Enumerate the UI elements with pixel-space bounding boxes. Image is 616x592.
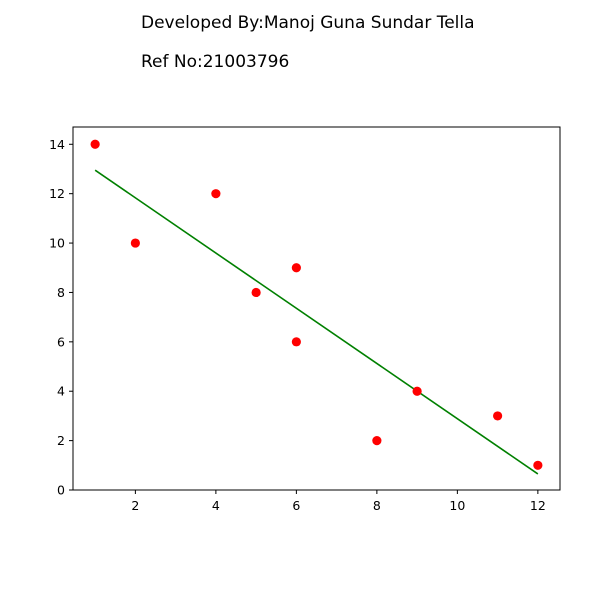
- x-tick-label: 12: [530, 498, 546, 513]
- y-tick-label: 14: [49, 137, 65, 152]
- x-tick-label: 8: [373, 498, 381, 513]
- developer-credit-text: Developed By:Manoj Guna Sundar Tella: [141, 13, 475, 33]
- y-tick-label: 2: [57, 433, 65, 448]
- y-tick-label: 0: [57, 483, 65, 498]
- x-tick-label: 2: [131, 498, 139, 513]
- scatter-point: [251, 287, 261, 298]
- x-tick-label: 6: [292, 498, 300, 513]
- scatter-point: [130, 238, 140, 248]
- x-tick-label: 10: [449, 498, 465, 513]
- scatter-point: [211, 189, 221, 199]
- y-tick-label: 12: [49, 186, 65, 201]
- scatter-point: [493, 411, 503, 421]
- y-tick-label: 8: [57, 285, 65, 300]
- scatter-point: [533, 460, 543, 470]
- scatter-point: [291, 263, 301, 273]
- scatter-point: [412, 386, 422, 396]
- scatter-point: [90, 139, 100, 149]
- scatter-point: [372, 436, 382, 446]
- reference-number-text: Ref No:21003796: [141, 52, 290, 72]
- y-tick-label: 6: [57, 334, 65, 349]
- x-tick-label: 4: [212, 498, 220, 513]
- regression-line: [94, 169, 539, 475]
- plot-frame: [72, 126, 561, 491]
- y-tick-label: 4: [57, 384, 65, 399]
- scatter-point: [291, 337, 301, 347]
- y-tick-label: 10: [49, 236, 65, 251]
